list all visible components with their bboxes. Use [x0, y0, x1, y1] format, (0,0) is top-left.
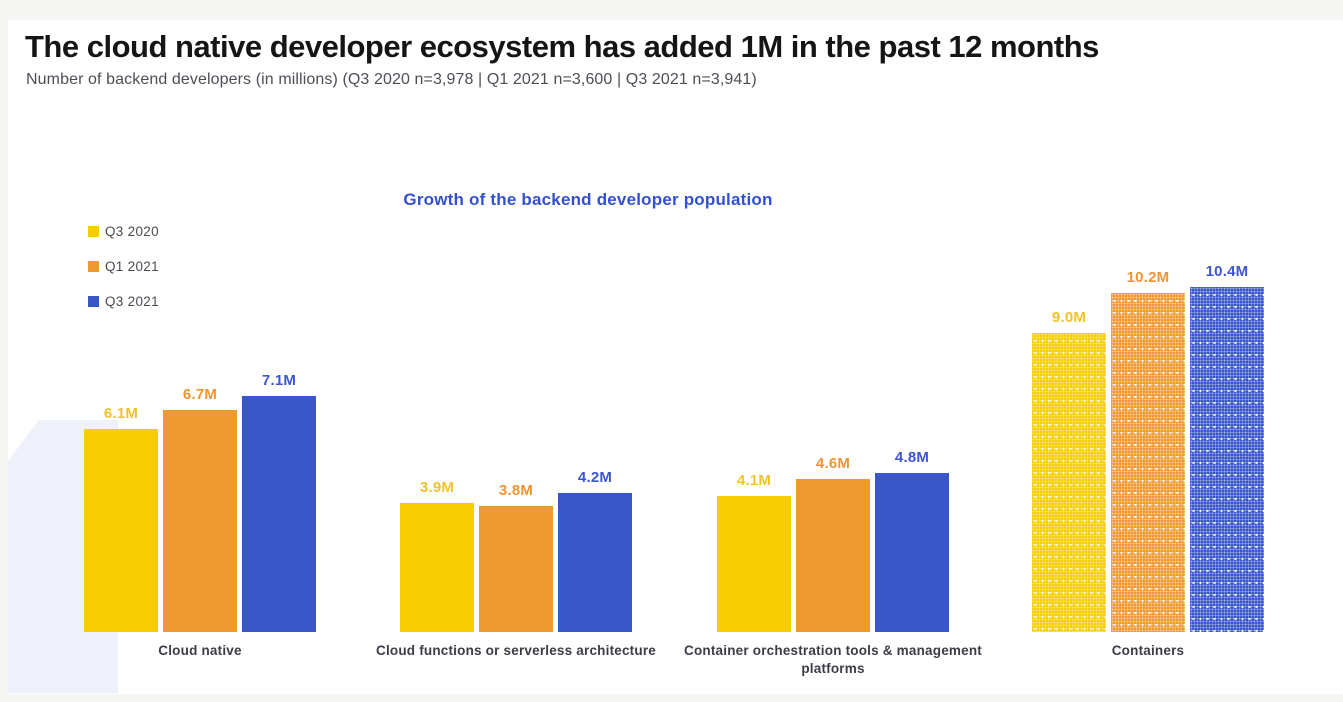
bar-value-label: 3.8M — [498, 482, 534, 499]
category-label: Container orchestration tools & manageme… — [684, 643, 982, 676]
bar — [400, 503, 474, 632]
bar — [717, 496, 791, 632]
bar — [1111, 293, 1185, 632]
chart-area: Growth of the backend developer populati… — [8, 20, 1343, 694]
bar — [163, 410, 237, 632]
bar-value-label: 3.9M — [419, 479, 455, 496]
bar — [479, 506, 553, 632]
bar-value-label: 10.2M — [1126, 269, 1170, 286]
bar-value-label: 4.2M — [577, 469, 613, 486]
bar — [1190, 287, 1264, 632]
bar — [558, 493, 632, 632]
bar — [796, 479, 870, 632]
legend-label: Q1 2021 — [105, 258, 159, 274]
bar — [1032, 333, 1106, 632]
chart-legend: Q3 2020 Q1 2021 Q3 2021 — [88, 224, 159, 329]
legend-item: Q3 2020 — [88, 223, 159, 239]
bar-value-label: 4.8M — [894, 449, 930, 466]
bar — [875, 473, 949, 632]
legend-label: Q3 2020 — [105, 223, 159, 239]
plot-area: 6.1M 6.7M 7.1M Cloud native 3.9M 3.8M 4.2M Clou… — [8, 20, 1343, 694]
bar-value-label: 10.4M — [1205, 263, 1249, 280]
legend-item: Q3 2021 — [88, 293, 159, 309]
bar-value-label: 4.1M — [736, 472, 772, 489]
bar-value-label: 6.7M — [182, 386, 218, 403]
bar-value-label: 9.0M — [1051, 309, 1087, 326]
legend-swatch — [88, 295, 99, 307]
category-label: Cloud functions or serverless architectu… — [376, 643, 656, 658]
bar — [84, 429, 158, 632]
legend-item: Q1 2021 — [88, 258, 159, 274]
chart-title: Growth of the backend developer populati… — [403, 190, 773, 209]
legend-label: Q3 2021 — [105, 293, 159, 309]
content-area: The cloud native developer ecosystem has… — [8, 20, 1343, 694]
page-subtitle: Number of backend developers (in million… — [26, 70, 757, 88]
category-label: Containers — [1111, 643, 1185, 658]
bar-value-label: 6.1M — [103, 405, 139, 422]
category-label: Cloud native — [158, 643, 242, 658]
bar-value-label: 4.6M — [815, 455, 851, 472]
bar-value-label: 7.1M — [261, 372, 297, 389]
bar — [242, 396, 316, 632]
legend-swatch — [88, 225, 99, 237]
page-title: The cloud native developer ecosystem has… — [25, 29, 1099, 64]
legend-swatch — [88, 260, 99, 272]
